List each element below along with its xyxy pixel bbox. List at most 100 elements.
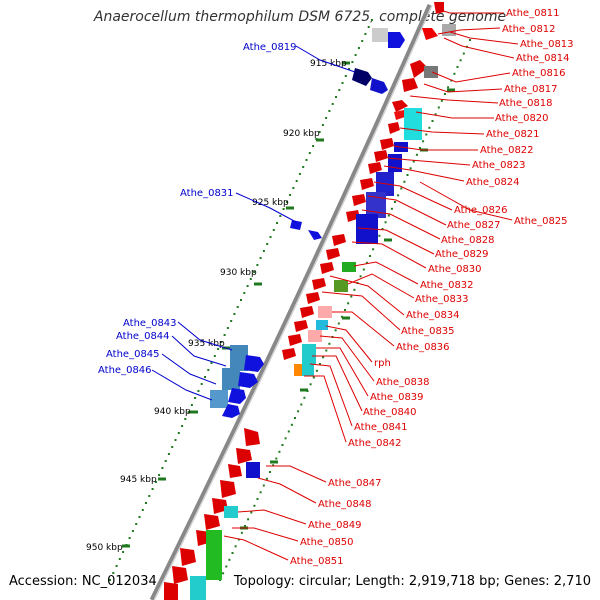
track-dot <box>378 234 381 237</box>
gene-feature <box>318 306 332 318</box>
gene-feature <box>294 320 308 332</box>
track-dot <box>244 525 246 527</box>
gene-feature <box>372 28 388 42</box>
track-dot <box>437 106 440 109</box>
track-dot <box>256 498 259 500</box>
gene-feature <box>294 364 304 376</box>
gene-label: Athe_0830 <box>428 264 482 275</box>
track-dot <box>335 96 337 98</box>
track-dot <box>145 502 147 504</box>
track-dot <box>347 302 350 305</box>
gene-feature <box>442 24 456 36</box>
tick-label-915: 915 kbp <box>310 59 347 69</box>
track-dot <box>246 285 249 287</box>
track-dot <box>207 369 210 371</box>
track-dot <box>128 537 131 539</box>
track-dot <box>225 565 228 568</box>
track-dot <box>397 194 400 197</box>
track-dot <box>135 523 138 525</box>
track-dot <box>200 383 203 385</box>
gene-label: Athe_0851 <box>290 556 344 567</box>
track-dot <box>372 248 375 251</box>
track-dot <box>318 131 321 133</box>
gene-feature <box>228 388 246 404</box>
track-dot <box>236 306 239 308</box>
track-dot <box>228 558 231 561</box>
gene-feature <box>204 514 220 530</box>
track-dot <box>222 572 225 575</box>
track-dot <box>340 315 343 318</box>
track-dot <box>272 229 275 231</box>
track-dot <box>158 474 161 476</box>
track-dot <box>190 404 193 406</box>
gene-label: Athe_0833 <box>415 294 469 305</box>
track-dot <box>371 19 373 21</box>
track-dot <box>353 288 356 291</box>
gene-feature <box>290 220 302 230</box>
gene-feature <box>228 464 242 478</box>
track-dot <box>305 159 308 161</box>
gene-feature <box>370 78 388 94</box>
track-dot <box>281 444 284 446</box>
gene-feature <box>190 576 206 600</box>
track-dot <box>231 552 234 554</box>
track-dot <box>279 215 282 217</box>
gene-feature <box>244 428 260 446</box>
gene-feature <box>312 278 326 290</box>
track-dot <box>181 425 184 427</box>
gene-feature <box>246 462 260 478</box>
gene-label-athe-0845: Athe_0845 <box>106 349 160 360</box>
track-dot <box>194 397 197 399</box>
gene-feature <box>380 138 394 150</box>
track-dot <box>462 52 465 55</box>
track-dot <box>259 491 262 494</box>
gene-feature <box>210 390 228 408</box>
track-dot <box>390 207 393 210</box>
gene-feature <box>374 150 388 162</box>
track-dot <box>269 471 271 473</box>
track-dot <box>109 579 111 581</box>
accession-label: Accession: NC_012034 <box>9 574 157 589</box>
track-dot <box>230 320 233 322</box>
gene-feature <box>352 194 366 206</box>
tick-label-940: 940 kbp <box>154 407 191 417</box>
track-dot <box>174 439 177 441</box>
gene-label: Athe_0829 <box>435 249 489 260</box>
gene-feature <box>334 280 348 292</box>
gene-label: Athe_0832 <box>420 280 474 291</box>
track-dot <box>319 363 321 365</box>
track-dot <box>184 418 187 420</box>
track-dot <box>115 565 118 567</box>
track-dot <box>122 551 125 553</box>
tick-label-930: 930 kbp <box>220 268 257 278</box>
gene-label: Athe_0842 <box>348 438 402 449</box>
gene-label: Athe_0834 <box>406 310 460 321</box>
track-dot <box>287 430 290 433</box>
track-dot <box>394 201 396 203</box>
track-dot <box>284 437 287 440</box>
gene-feature <box>224 506 238 518</box>
map-title: Anaerocellum thermophilum DSM 6725, comp… <box>93 9 507 25</box>
gene-label-athe-0831: Athe_0831 <box>180 188 234 199</box>
gene-feature <box>244 355 264 372</box>
track-dot <box>365 261 368 264</box>
gene-feature <box>302 344 316 364</box>
track-dot <box>312 145 315 147</box>
right-gene-labels: Athe_0811 Athe_0812 Athe_0813 Athe_0814 … <box>290 8 574 567</box>
gene-feature <box>392 100 408 112</box>
track-dot <box>434 113 437 116</box>
gene-feature <box>316 320 328 330</box>
track-dot <box>171 446 174 448</box>
gene-feature <box>206 530 222 580</box>
gene-feature <box>352 68 372 86</box>
gene-label: Athe_0818 <box>499 98 553 109</box>
gene-label: Athe_0821 <box>486 129 540 140</box>
track-dot <box>141 509 144 511</box>
track-dot <box>403 180 406 183</box>
gene-feature <box>302 364 314 376</box>
track-dot <box>369 255 371 257</box>
gene-feature <box>332 234 346 246</box>
track-dot <box>220 341 223 343</box>
gene-label: Athe_0849 <box>308 520 362 531</box>
